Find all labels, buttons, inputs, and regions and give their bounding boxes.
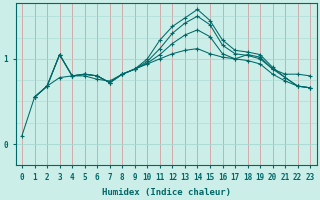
X-axis label: Humidex (Indice chaleur): Humidex (Indice chaleur): [102, 188, 231, 197]
